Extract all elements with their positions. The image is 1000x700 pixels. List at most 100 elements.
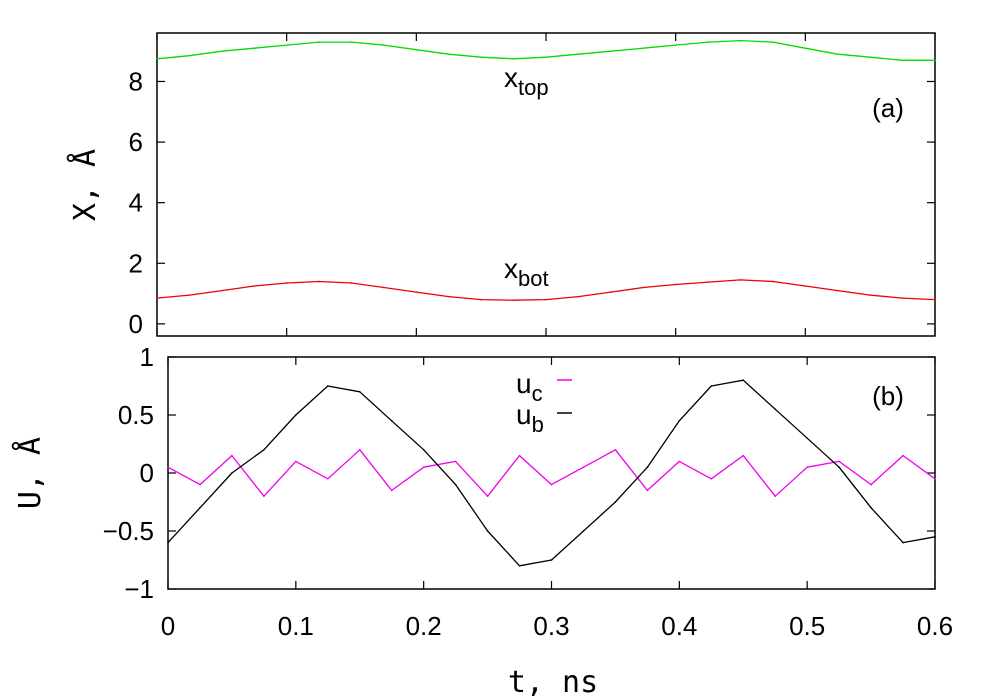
panel-b-point-u-c bbox=[614, 449, 617, 451]
panel-b-point-u-c bbox=[518, 454, 521, 457]
panel-b-point-u-b bbox=[838, 466, 840, 469]
annotation-x-bot: xbot bbox=[504, 253, 549, 291]
panel-a-point-x-top bbox=[415, 48, 418, 51]
panel-a-point-x-top bbox=[610, 50, 612, 52]
panel-a-point-x-bot bbox=[610, 291, 612, 293]
panel-a-ytick-label: 4 bbox=[129, 188, 143, 218]
panel-a-point-x-bot bbox=[934, 298, 936, 301]
panel-b-xtick-label: 0 bbox=[161, 611, 175, 641]
panel-b-point-u-c bbox=[454, 460, 457, 463]
panel-a-point-x-bot bbox=[545, 298, 547, 301]
panel-b-point-u-b bbox=[263, 449, 265, 451]
legend-ub-base: u bbox=[516, 399, 532, 430]
panel-a-point-x-top bbox=[545, 56, 547, 59]
panel-a-point-x-top bbox=[934, 59, 936, 62]
legend-uc-base: u bbox=[516, 368, 532, 399]
panel-b-point-u-b bbox=[806, 437, 808, 440]
panel-a-point-x-top bbox=[253, 47, 256, 49]
panel-a-point-x-bot bbox=[836, 289, 839, 292]
panel-b-point-u-c bbox=[742, 454, 745, 457]
panel-b-point-u-b bbox=[742, 379, 745, 382]
panel-b-xtick-label: 0.4 bbox=[661, 611, 697, 641]
panel-b-point-u-c bbox=[295, 460, 297, 463]
panel-b-xtick-label: 0.6 bbox=[917, 611, 953, 641]
panel-b-point-u-c bbox=[806, 466, 808, 469]
panel-a-point-x-bot bbox=[739, 279, 742, 281]
annotation-x-bot-sub: bot bbox=[518, 266, 549, 291]
panel-b-series-u-c bbox=[167, 449, 936, 497]
panel-b-point-u-b bbox=[902, 541, 904, 544]
panel-a-point-x-top bbox=[383, 44, 385, 46]
panel-b-point-u-b bbox=[678, 420, 681, 422]
panel-b-xlabel: t, ns bbox=[508, 665, 598, 700]
panel-a-point-x-top bbox=[221, 50, 223, 52]
panel-b-point-u-b bbox=[486, 530, 489, 532]
panel-a-point-x-bot bbox=[901, 297, 904, 299]
panel-a-point-x-bot bbox=[480, 298, 482, 301]
panel-a-point-x-bot bbox=[674, 283, 677, 286]
panel-b-frame bbox=[167, 356, 936, 590]
panel-b-point-u-b bbox=[358, 391, 361, 393]
panel-a-point-x-top bbox=[188, 54, 191, 57]
panel-b-point-u-b bbox=[550, 559, 553, 561]
panel-b-point-u-c bbox=[550, 483, 553, 486]
panel-b-point-u-c bbox=[902, 454, 904, 457]
panel-b-series bbox=[167, 379, 936, 567]
panel-a-point-x-bot bbox=[512, 299, 515, 302]
legend-ub-sub: b bbox=[532, 412, 544, 437]
panel-a-point-x-top bbox=[804, 47, 807, 49]
panel-a-ytick-label: 2 bbox=[129, 248, 143, 278]
panel-a-point-x-top bbox=[318, 41, 320, 43]
panel-b-point-u-b bbox=[231, 472, 233, 474]
panel-b-point-u-b bbox=[774, 408, 777, 411]
panel-b-ytick-label: −1 bbox=[124, 574, 154, 604]
panel-a-point-x-top bbox=[674, 44, 677, 46]
panel-b-point-u-b bbox=[870, 507, 872, 509]
panel-a-point-x-bot bbox=[383, 286, 385, 289]
panel-b-point-u-b bbox=[646, 466, 649, 469]
panel-a-point-x-bot bbox=[221, 289, 223, 292]
panel-b-xtick-label: 0.3 bbox=[533, 611, 569, 641]
panel-b-ylabel: U, Å bbox=[12, 437, 48, 509]
legend-label-uc: uc bbox=[516, 368, 543, 406]
panel-b-point-u-c bbox=[646, 489, 649, 492]
panel-b-ticks: −1 −0.5 0 0.5 1 0 0.1 0.2 0.3 0.4 0.5 0.6 bbox=[103, 342, 953, 641]
panel-b-point-u-c bbox=[582, 466, 585, 469]
panel-a-point-x-top bbox=[739, 39, 742, 42]
panel-a-point-x-top bbox=[707, 41, 709, 43]
panel-b-point-u-b bbox=[582, 530, 585, 532]
panel-b-point-u-c bbox=[838, 460, 840, 463]
panel-a-point-x-top bbox=[836, 53, 839, 56]
panel-a-point-x-bot bbox=[350, 282, 353, 284]
panel-a-point-x-top bbox=[447, 53, 450, 56]
panel-a-point-x-bot bbox=[577, 295, 580, 298]
panel-a-point-x-top bbox=[869, 56, 871, 59]
legend: uc ub bbox=[516, 368, 572, 437]
panel-a-ytick-label: 8 bbox=[129, 66, 143, 96]
panel-b: −1 −0.5 0 0.5 1 0 0.1 0.2 0.3 0.4 0.5 0.6 U, Å t, n… bbox=[12, 342, 953, 700]
panel-b-series-u-b bbox=[167, 379, 936, 567]
panel-b-point-u-b bbox=[934, 536, 936, 538]
panel-b-point-u-c bbox=[422, 466, 425, 469]
panel-b-point-u-c bbox=[934, 478, 936, 480]
panel-a-point-x-bot bbox=[253, 285, 256, 287]
panel-a-point-x-top bbox=[350, 41, 353, 43]
panel-b-point-u-b bbox=[710, 385, 713, 387]
panel-b-point-u-b bbox=[326, 385, 329, 387]
panel-a-point-x-top bbox=[156, 57, 158, 60]
panel-b-point-u-c bbox=[678, 460, 681, 463]
panel-b-tag: (b) bbox=[872, 381, 904, 411]
panel-a-point-x-top bbox=[285, 44, 288, 46]
panel-a-point-x-bot bbox=[156, 297, 158, 299]
panel-b-point-u-b bbox=[199, 507, 201, 509]
panel-a-point-x-top bbox=[512, 57, 515, 60]
panel-a-point-x-bot bbox=[869, 294, 871, 296]
panel-b-point-u-c bbox=[870, 483, 872, 486]
panel-b-ytick-label: 1 bbox=[140, 342, 154, 372]
panel-b-point-u-b bbox=[518, 565, 521, 567]
panel-b-point-u-b bbox=[390, 420, 393, 422]
panel-a-point-x-top bbox=[577, 53, 580, 56]
panel-b-point-u-c bbox=[231, 454, 233, 457]
